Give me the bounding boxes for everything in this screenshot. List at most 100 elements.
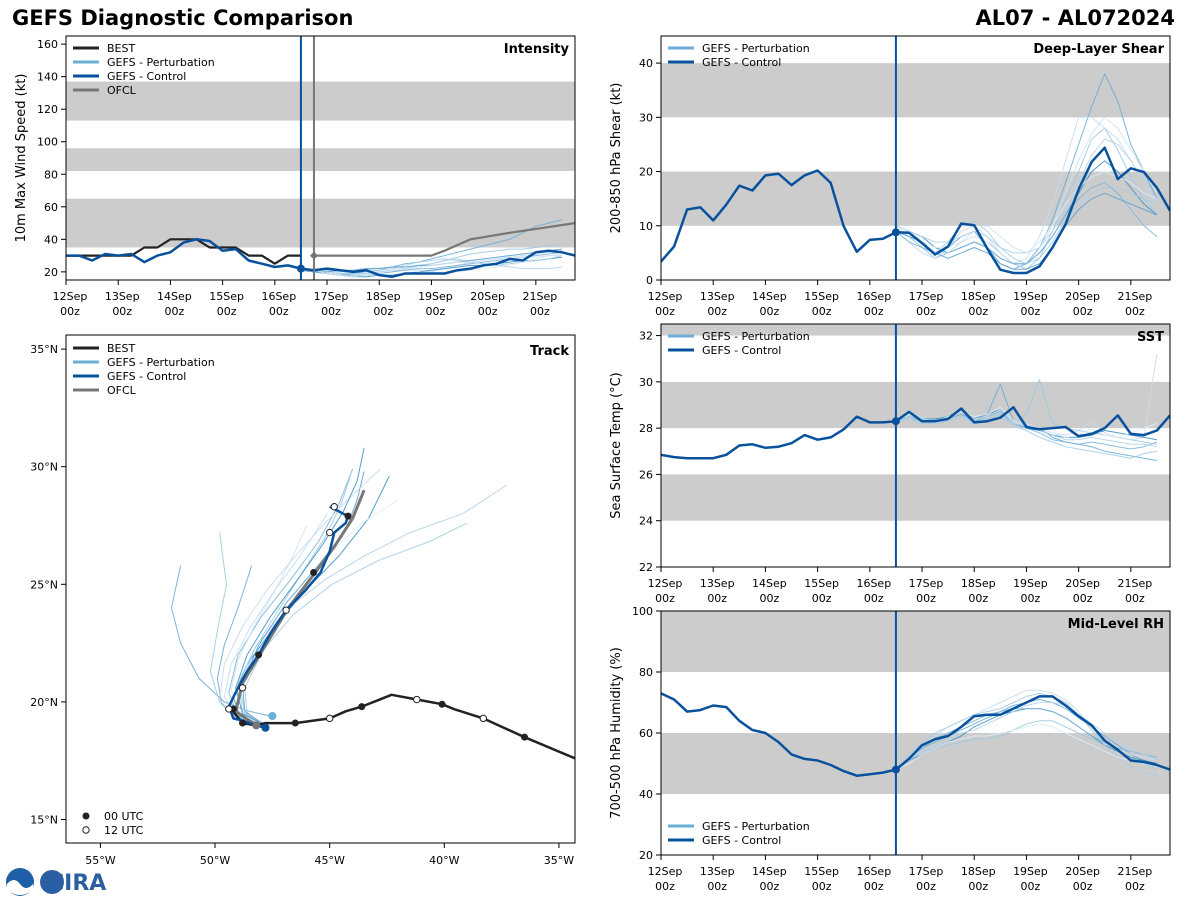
cira-noaa-logo: CIRA: [6, 868, 106, 896]
track-marker-12utc: [225, 705, 233, 713]
sst-ytick-label: 22: [639, 561, 653, 574]
sst-band: [661, 474, 1170, 521]
sst-xtick-label: 12Sep 00z: [648, 577, 683, 605]
track-marker-12utc: [413, 695, 421, 704]
track-control-line: [227, 505, 350, 730]
intensity-ensemble-member: [300, 255, 563, 274]
sst-xtick-label: 19Sep 00z: [1013, 577, 1048, 605]
sst-init-point: [891, 417, 900, 426]
cira-logo-text: CIRA: [48, 871, 106, 896]
shear-series-gefs-control: [661, 146, 1170, 275]
rh-ensemble-member: [895, 723, 1158, 771]
track-ofcl-start: [252, 721, 261, 730]
sst-frame: [660, 323, 1171, 568]
rh-band: [661, 733, 1170, 794]
intensity-xtick-label: 14Sep 00z: [157, 290, 192, 318]
track-marker-12utc: [282, 606, 290, 614]
sst-ensemble-member: [895, 416, 1157, 459]
rh-ensemble-member: [895, 692, 1158, 777]
intensity-xtick-label: 15Sep 00z: [209, 290, 244, 318]
intensity-xtick-label: 12Sep 00z: [53, 290, 88, 318]
shear-xtick-label: 20Sep 00z: [1065, 290, 1100, 318]
intensity-ytick-label: 140: [37, 71, 58, 84]
track-pert-start: [268, 712, 277, 720]
rh-series-gefs-control: [661, 692, 1170, 777]
track-ytick-label: 35°N: [30, 343, 58, 356]
rh-band: [661, 611, 1170, 672]
shear-legend-label: GEFS - Control: [702, 56, 781, 69]
track-ensemble-member: [171, 565, 271, 717]
rh-xtick-label: 20Sep 00z: [1065, 865, 1100, 893]
rh-legend-label: GEFS - Control: [702, 834, 781, 847]
rh-init-point: [891, 765, 900, 774]
track-marker-00utc: [358, 703, 366, 711]
panel-sst: 22 24 26 28 30 32 12Sep 00z 13Sep 00z 14Sep 00z 15Se…: [609, 323, 1171, 605]
intensity-legend-label: GEFS - Control: [107, 70, 186, 83]
rh-xtick-label: 18Sep 00z: [961, 865, 996, 893]
shear-ylabel: 200-850 hPa Shear (kt): [609, 83, 624, 234]
shear-xtick-label: 12Sep 00z: [648, 290, 683, 318]
intensity-xtick-label: 13Sep 00z: [105, 290, 140, 318]
intensity-ensemble-member: [300, 219, 563, 276]
track-marker-12utc: [238, 684, 247, 692]
rh-ytick-label: 40: [639, 788, 653, 801]
intensity-xtick-label: 17Sep 00z: [314, 290, 349, 318]
figure-title: GEFS Diagnostic Comparison: [12, 6, 354, 30]
track-xtick-label: 45°W: [314, 854, 344, 867]
shear-xtick-label: 16Sep 00z: [856, 290, 891, 318]
sst-ytick-label: 26: [639, 468, 653, 481]
intensity-ytick-label: 160: [37, 38, 58, 51]
intensity-series-best: [66, 238, 301, 265]
shear-ytick-label: 30: [639, 111, 653, 124]
track-xtick-label: 55°W: [85, 854, 115, 867]
sst-title: SST: [1137, 330, 1164, 345]
intensity-series-gefs-control: [66, 238, 575, 278]
sst-xtick-label: 13Sep 00z: [700, 577, 735, 605]
track-control-start: [261, 723, 270, 732]
shear-ytick-label: 20: [639, 166, 653, 179]
sst-ylabel: Sea Surface Temp (°C): [609, 372, 624, 519]
intensity-ensemble-member: [300, 255, 562, 278]
intensity-xtick-label: 18Sep 00z: [366, 290, 401, 318]
sst-ytick-label: 32: [639, 330, 653, 343]
track-marker-00utc: [291, 719, 299, 727]
track-marker-12utc: [325, 714, 334, 723]
rh-plot-area: [661, 611, 1170, 794]
sst-ytick-label: 28: [639, 422, 653, 435]
intensity-xtick-label: 19Sep 00z: [418, 290, 453, 318]
intensity-band: [66, 148, 575, 172]
rh-ensemble-member: [895, 702, 1158, 771]
track-legend-label: OFCL: [107, 384, 137, 397]
track-legend-12utc-label: 12 UTC: [104, 824, 144, 837]
track-legend-00utc-marker: [82, 812, 90, 820]
shear-ensemble-member: [895, 192, 1158, 270]
shear-ytick-label: 0: [646, 274, 653, 287]
intensity-legend-label: BEST: [107, 42, 135, 55]
panel-shear: 0 10 20 30 40 12Sep 00z 13Sep 00z 14Sep 00z 15Sep 00…: [609, 35, 1171, 318]
intensity-ofcl-init-marker: [309, 251, 318, 260]
track-xtick-label: 40°W: [429, 854, 459, 867]
intensity-plot-area: [66, 81, 575, 278]
shear-plot-area: [661, 63, 1170, 275]
shear-xtick-label: 15Sep 00z: [804, 290, 839, 318]
intensity-xtick-label: 16Sep 00z: [261, 290, 296, 318]
sst-xtick-label: 16Sep 00z: [856, 577, 891, 605]
panel-track: 15°N 20°N 25°N 30°N 35°N 55°W 50°W 45°W 40°W 35°W…: [30, 334, 576, 867]
track-ensemble-member: [244, 522, 468, 726]
shear-title: Deep-Layer Shear: [1033, 42, 1164, 57]
rh-ytick-label: 80: [639, 666, 653, 679]
intensity-ytick-label: 80: [44, 168, 58, 181]
track-ytick-label: 20°N: [30, 696, 58, 709]
rh-xtick-label: 19Sep 00z: [1013, 865, 1048, 893]
rh-legend-label: GEFS - Perturbation: [702, 820, 810, 833]
rh-xtick-label: 16Sep 00z: [856, 865, 891, 893]
nasa-seal-icon: [40, 870, 64, 894]
track-ytick-label: 15°N: [30, 813, 58, 826]
shear-xtick-label: 18Sep 00z: [961, 290, 996, 318]
track-marker-00utc: [521, 733, 529, 741]
track-marker-00utc: [255, 651, 263, 659]
shear-xtick-label: 14Sep 00z: [752, 290, 787, 318]
intensity-frame: [65, 35, 576, 281]
panel-rh: 20 40 60 80 100 12Sep 00z 13Sep 00z 14Sep 00z 15Sep…: [609, 605, 1171, 893]
